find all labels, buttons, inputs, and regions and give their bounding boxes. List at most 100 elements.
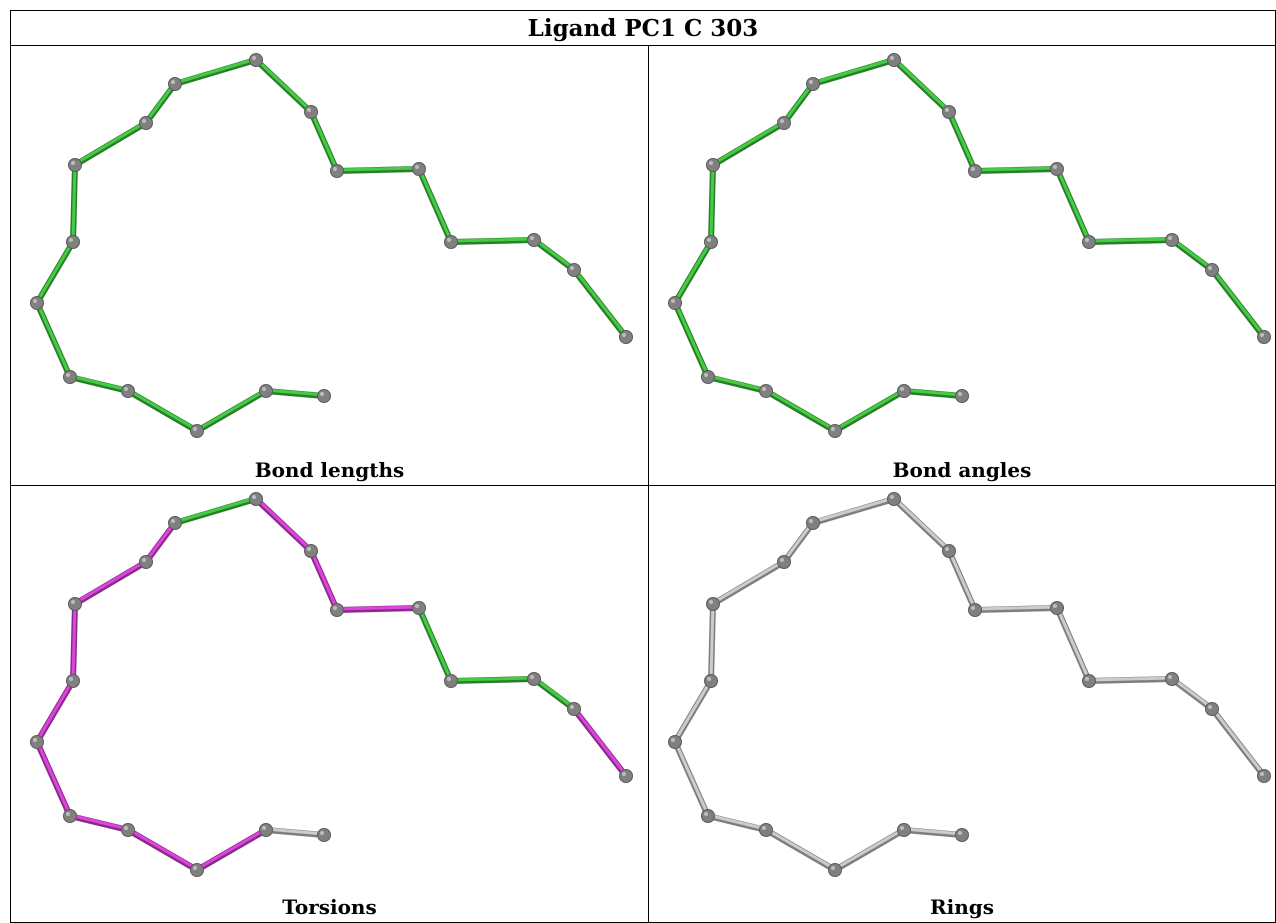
atom-highlight	[320, 831, 324, 835]
atom-highlight	[900, 387, 904, 391]
atom-highlight	[333, 606, 337, 610]
atom	[190, 424, 204, 438]
atom	[30, 735, 44, 749]
atom	[190, 863, 204, 877]
atom	[330, 164, 344, 178]
bond	[891, 57, 952, 115]
panel-rings: Rings	[648, 485, 1276, 923]
atom	[1082, 235, 1096, 249]
atom-highlight	[958, 831, 962, 835]
bond	[672, 239, 714, 306]
atom-highlight	[1085, 238, 1089, 242]
bond	[125, 388, 200, 434]
atom	[701, 809, 715, 823]
bond	[125, 827, 200, 873]
panel-torsions: Torsions	[10, 485, 649, 923]
figure-title: Ligand PC1 C 303	[10, 10, 1276, 46]
molecule-bond-angles	[668, 53, 1271, 438]
bond	[1086, 237, 1175, 245]
bond	[143, 520, 178, 565]
bond	[531, 676, 577, 712]
atom	[121, 384, 135, 398]
atom-highlight	[1260, 772, 1264, 776]
atom-highlight	[622, 333, 626, 337]
atom-highlight	[193, 866, 197, 870]
atom	[66, 235, 80, 249]
bond	[672, 300, 711, 380]
atom-highlight	[762, 826, 766, 830]
atom	[66, 674, 80, 688]
atom-highlight	[71, 600, 75, 604]
atom	[412, 162, 426, 176]
atom-highlight	[142, 119, 146, 123]
bond	[253, 57, 314, 115]
atom	[1082, 674, 1096, 688]
atom	[668, 735, 682, 749]
atom	[168, 77, 182, 91]
bond	[705, 374, 769, 394]
atom-highlight	[704, 373, 708, 377]
bond	[531, 237, 577, 273]
atom-highlight	[447, 677, 451, 681]
atom	[1257, 330, 1271, 344]
atom	[1165, 672, 1179, 686]
bond	[891, 496, 952, 554]
atom-highlight	[33, 299, 37, 303]
molecule-bond-lengths	[30, 53, 633, 438]
atom	[63, 809, 77, 823]
atom	[121, 823, 135, 837]
atom	[619, 769, 633, 783]
bond	[70, 162, 78, 245]
atom	[704, 674, 718, 688]
atom-highlight	[262, 826, 266, 830]
atom	[887, 53, 901, 67]
atom-highlight	[709, 161, 713, 165]
bond	[708, 601, 716, 684]
atom-highlight	[707, 238, 711, 242]
atom	[777, 555, 791, 569]
atom	[942, 544, 956, 558]
atom-highlight	[570, 266, 574, 270]
bond	[1054, 605, 1092, 684]
atom-highlight	[252, 495, 256, 499]
atom-highlight	[971, 167, 975, 171]
bond	[448, 237, 537, 245]
bond	[708, 162, 716, 245]
bond	[710, 120, 787, 168]
atom	[139, 116, 153, 130]
panel-caption: Bond lengths	[254, 458, 405, 482]
atom-highlight	[171, 80, 175, 84]
bond	[781, 81, 816, 126]
atom	[63, 370, 77, 384]
atom-highlight	[33, 738, 37, 742]
bond	[832, 388, 907, 434]
bond	[308, 109, 340, 174]
bond	[67, 374, 131, 394]
atom	[759, 384, 773, 398]
bond	[1054, 166, 1092, 245]
bond	[172, 496, 259, 526]
bond	[571, 706, 629, 779]
atom	[701, 370, 715, 384]
atom-highlight	[780, 558, 784, 562]
panel-caption: Rings	[929, 895, 994, 919]
atom-highlight	[1208, 705, 1212, 709]
bond	[705, 813, 769, 833]
bond	[34, 300, 73, 380]
atom	[887, 492, 901, 506]
atom-highlight	[671, 738, 675, 742]
atom	[527, 233, 541, 247]
bond	[1169, 237, 1215, 273]
bond	[972, 166, 1060, 174]
atom	[30, 296, 44, 310]
atom-highlight	[142, 558, 146, 562]
atom	[706, 597, 720, 611]
atom	[1050, 601, 1064, 615]
atom	[330, 603, 344, 617]
atom-highlight	[809, 519, 813, 523]
atom	[304, 105, 318, 119]
bond	[672, 678, 714, 745]
atom	[317, 828, 331, 842]
atom	[1205, 263, 1219, 277]
atom-highlight	[307, 547, 311, 551]
